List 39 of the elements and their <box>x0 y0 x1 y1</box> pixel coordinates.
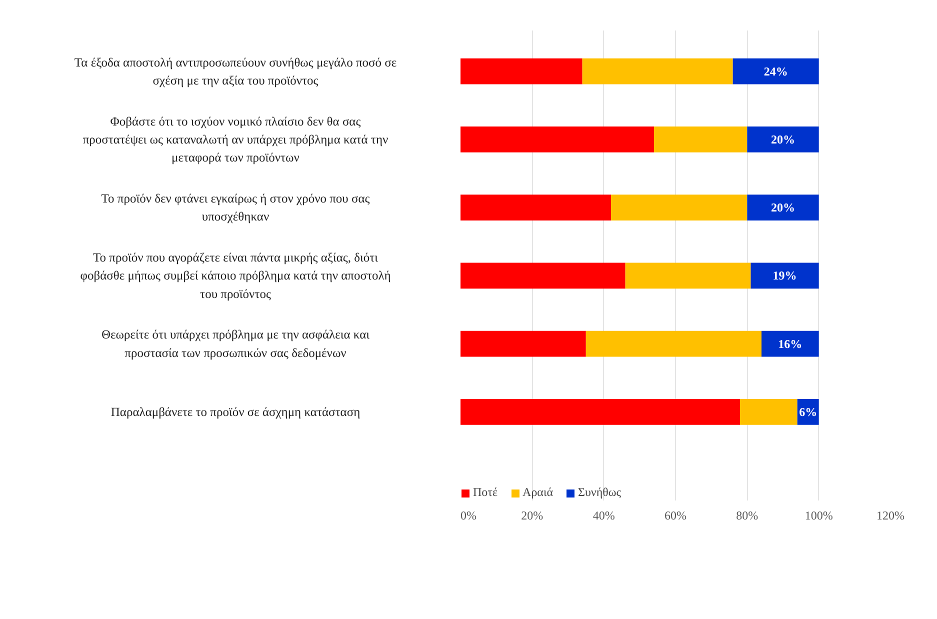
bar <box>747 126 819 152</box>
y-tick-label: Θεωρείτε ότι υπάρχει πρόβλημα με την ασφάλεια και προστασία των προσωπικών σας δεδομένων <box>101 328 370 360</box>
bar <box>740 399 798 425</box>
y-tick-label: Παραλαμβάνετε το προϊόν σε άσχημη κατάσταση <box>110 404 360 419</box>
x-tick-label: 40% <box>592 508 615 522</box>
data-label: 16% <box>778 336 802 351</box>
x-tick-label: 20% <box>521 508 544 522</box>
legend-label: Αραιά <box>522 485 553 500</box>
data-label: 19% <box>772 268 797 283</box>
bar <box>747 194 819 221</box>
bar <box>586 330 762 357</box>
bar <box>460 330 586 357</box>
bar <box>762 330 819 357</box>
y-tick-label: Φοβάστε ότι το ισχύον νομικό πλαίσιο δεν θα σας προστατέψει ως καταναλωτή αν υπάρχει πρόβλημα κατά την μεταφορά των προϊόντων <box>82 114 388 165</box>
bar <box>732 58 819 84</box>
x-tick-label: 120% <box>876 508 904 522</box>
bar <box>460 58 582 84</box>
bar <box>460 126 654 152</box>
bar <box>460 262 626 289</box>
data-label: 20% <box>771 200 795 215</box>
x-tick-label: 60% <box>664 508 686 522</box>
legend-label: Ποτέ <box>473 485 498 500</box>
data-label: 20% <box>771 132 795 146</box>
bar <box>625 262 751 289</box>
legend-label: Συνήθως <box>578 485 622 500</box>
bar <box>750 262 819 289</box>
bar <box>582 58 733 84</box>
bar <box>611 194 748 221</box>
x-tick-label: 100% <box>804 508 833 522</box>
bar <box>460 399 740 425</box>
bar <box>460 194 611 221</box>
data-label: 6% <box>799 404 818 419</box>
y-tick-label: Το προϊόν που αγοράζετε είναι πάντα μικρής αξίας, διότι φοβάσθε μήπως συμβεί κάποιο πρόβλημα κατά την αποστολή του προϊόντος <box>80 250 391 301</box>
data-label: 24% <box>764 64 788 78</box>
x-tick-label: 80% <box>736 508 758 522</box>
y-tick-label: Το προϊόν δεν φτάνει εγκαίρως ή στον χρόνο που σας υποσχέθηκαν <box>101 192 370 224</box>
bar <box>654 126 748 152</box>
x-tick-label: 0% <box>460 508 476 522</box>
y-tick-label: Τα έξοδα αποστολή αντιπροσωπεύουν συνήθως μεγάλο ποσό σε σχέση με την αξία του προϊόντος <box>74 55 397 88</box>
